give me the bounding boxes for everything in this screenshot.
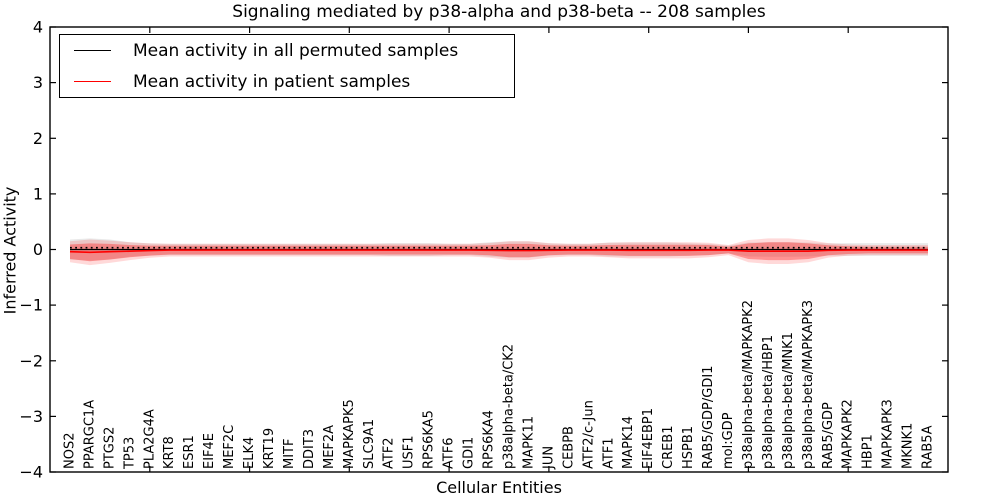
- legend-label-permuted: Mean activity in all permuted samples: [133, 40, 459, 61]
- x-tick-label: RPS6KA5: [422, 410, 437, 469]
- x-tick-label: RAB5/GDP: [821, 402, 836, 469]
- y-tick-label: 2: [33, 129, 43, 148]
- x-tick-label: MEF2A: [322, 425, 337, 469]
- x-tick-label: HBP1: [861, 434, 876, 469]
- x-tick-label: MAPK11: [521, 416, 536, 469]
- x-tick-label: RPS6KA4: [482, 410, 497, 469]
- x-tick-label: PPARGC1A: [82, 400, 97, 469]
- x-tick-label: mol:GDP: [721, 412, 736, 469]
- x-tick-label: p38alpha-beta/MAPKAPK2: [741, 300, 756, 469]
- x-tick-label: SLC9A1: [362, 419, 377, 469]
- y-tick-label: −1: [19, 296, 43, 315]
- legend-item: Mean activity in all permuted samples: [60, 36, 514, 66]
- x-tick-label: KRT19: [262, 428, 277, 469]
- x-tick-label: MAPKAPK3: [881, 399, 896, 469]
- y-tick-label: −2: [19, 351, 43, 370]
- x-tick-label: MAPKAPK2: [841, 399, 856, 469]
- chart-title: Signaling mediated by p38-alpha and p38-…: [232, 2, 766, 22]
- legend: Mean activity in all permuted samples Me…: [59, 34, 515, 98]
- legend-item: Mean activity in patient samples: [60, 67, 514, 97]
- y-tick-label: −4: [19, 463, 43, 482]
- x-tick-label: CREB1: [661, 425, 676, 469]
- x-tick-label: p38alpha-beta/CK2: [501, 344, 516, 469]
- x-tick-label: MAPK14: [621, 416, 636, 469]
- x-tick-label: GDI1: [462, 437, 477, 469]
- x-tick-label: p38alpha-beta/MNK1: [781, 332, 796, 469]
- x-tick-label: KRT8: [162, 436, 177, 469]
- x-tick-label: MEF2C: [222, 425, 237, 469]
- y-axis-label: Inferred Activity: [0, 186, 20, 315]
- x-tick-label: RAB5A: [921, 425, 936, 469]
- x-tick-label: NOS2: [62, 433, 77, 469]
- x-tick-label: ESR1: [182, 435, 197, 469]
- legend-label-patient: Mean activity in patient samples: [133, 71, 411, 92]
- x-tick-label: MITF: [282, 439, 297, 469]
- x-tick-label: p38alpha-beta/HBP1: [761, 335, 776, 469]
- patient-std-band-outer: [70, 238, 928, 266]
- legend-patient-line-icon: [74, 81, 111, 82]
- x-tick-label: ATF2: [382, 437, 397, 469]
- x-tick-label: p38alpha-beta/MAPKAPK3: [801, 300, 816, 469]
- x-tick-label: PTGS2: [102, 427, 117, 469]
- x-tick-label: CEBPB: [561, 426, 576, 469]
- x-tick-label: DDIT3: [302, 429, 317, 469]
- y-tick-label: 0: [33, 240, 43, 259]
- x-tick-label: HSPB1: [681, 426, 696, 469]
- x-tick-label: JUN: [541, 446, 556, 470]
- x-tick-label: RAB5/GDP/GDI1: [701, 366, 716, 469]
- x-tick-label: PLA2G4A: [142, 409, 157, 469]
- y-tick-label: −3: [19, 407, 43, 426]
- y-tick-label: 4: [33, 18, 43, 37]
- x-tick-label: TP53: [122, 437, 137, 470]
- x-tick-label: ATF1: [601, 437, 616, 469]
- y-tick-label: 1: [33, 184, 43, 203]
- y-tick-label: 3: [33, 73, 43, 92]
- x-tick-label: EIF4EBP1: [641, 408, 656, 469]
- legend-permuted-line-icon: [74, 50, 111, 51]
- x-tick-label: USF1: [402, 435, 417, 469]
- x-tick-label: MAPKAPK5: [342, 399, 357, 469]
- patient-mean-line: [69, 249, 928, 254]
- x-axis-label: Cellular Entities: [436, 478, 562, 497]
- x-tick-label: ATF6: [442, 437, 457, 469]
- x-tick-label: ELK4: [242, 437, 257, 469]
- x-tick-label: ATF2/c-Jun: [581, 400, 596, 469]
- x-tick-label: EIF4E: [202, 433, 217, 469]
- x-tick-label: MKNK1: [901, 423, 916, 469]
